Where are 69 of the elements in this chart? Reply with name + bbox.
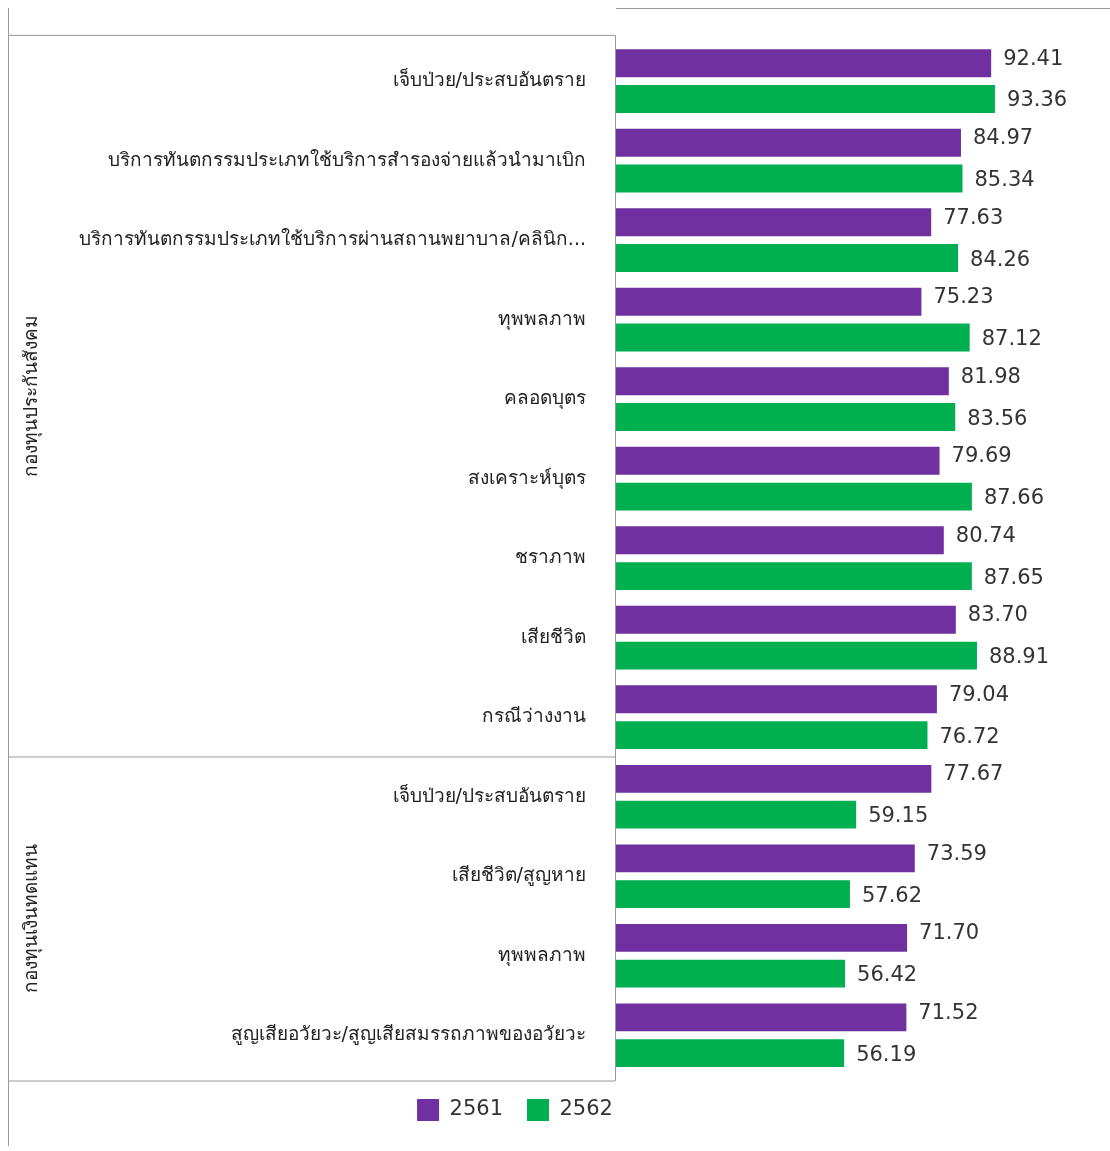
y-tick-label: ทุพพลภาพ (498, 942, 586, 967)
bar (616, 923, 908, 952)
y-tick-label: เสียชีวิต/สูญหาย (451, 863, 586, 887)
y-tick-label: บริการทันตกรรมประเภทใช้บริการผ่านสถานพยาบาล/คลินิก... (79, 227, 586, 250)
data-label: 92.41 (1003, 45, 1064, 70)
data-label: 84.26 (970, 246, 1031, 271)
bar (616, 323, 970, 352)
bar (616, 562, 972, 591)
y-tick-label: กรณีว่างงาน (482, 704, 586, 727)
legend-label: 2561 (449, 1096, 504, 1121)
y-tick-label: เจ็บป่วย/ประสบอันตราย (392, 782, 586, 806)
bar (616, 641, 977, 670)
bar (616, 128, 961, 157)
y-tick-label: ทุพพลภาพ (498, 306, 586, 331)
y-tick-label: เสียชีวิต (521, 624, 586, 647)
data-label: 76.72 (939, 723, 1000, 748)
y-tick-label: สูญเสียอวัยวะ/สูญเสียสมรรถภาพของอวัยวะ (230, 1022, 586, 1046)
bar (616, 880, 850, 909)
data-label: 75.23 (933, 284, 994, 309)
data-label: 56.19 (856, 1041, 917, 1066)
y-tick-label: คลอดบุตร (504, 386, 586, 411)
y-tick-label: ชราภาพ (515, 545, 586, 568)
bar (616, 367, 949, 396)
bar (616, 605, 956, 634)
data-label: 59.15 (868, 803, 929, 828)
bar (616, 526, 944, 555)
data-label: 79.04 (948, 681, 1010, 706)
data-label: 77.67 (943, 761, 1004, 786)
data-label: 56.42 (857, 962, 918, 987)
data-label: 77.63 (943, 204, 1004, 229)
y-tick-label: สงเคราะห์บุตร (468, 465, 586, 490)
data-label: 81.98 (960, 363, 1021, 388)
bar (616, 85, 996, 113)
legend-label: 2562 (559, 1096, 613, 1121)
bar (616, 164, 963, 193)
bar (616, 800, 857, 829)
data-label: 83.56 (967, 405, 1028, 430)
bar (616, 721, 928, 750)
y-tick-label: เจ็บป่วย/ประสบอันตราย (392, 67, 586, 91)
bar (616, 287, 922, 316)
bar (616, 1039, 845, 1068)
bar (616, 959, 846, 988)
bar (616, 446, 940, 475)
bar (616, 764, 932, 793)
data-label: 73.59 (926, 840, 987, 865)
data-label: 71.70 (919, 920, 980, 945)
y-tick-label: บริการทันตกรรมประเภทใช้บริการสำรองจ่ายแล้วนำมาเบิก (108, 147, 586, 170)
data-label: 93.36 (1007, 87, 1068, 112)
text: กองทุนเงินทดแทน (18, 844, 43, 994)
data-label: 83.70 (967, 602, 1028, 627)
bar (616, 844, 915, 873)
bar (616, 685, 937, 714)
bar (616, 482, 972, 511)
bar (616, 403, 956, 432)
data-label: 84.97 (972, 125, 1034, 150)
bar (616, 49, 992, 78)
bar (616, 1003, 907, 1032)
bar (616, 208, 932, 237)
bar (616, 244, 959, 273)
data-label: 57.62 (861, 882, 923, 907)
data-label: 87.12 (981, 326, 1042, 351)
data-label: 88.91 (988, 644, 1050, 669)
data-label: 80.74 (955, 522, 1016, 547)
text: กองทุนประกันสังคม (18, 315, 43, 478)
data-label: 79.69 (951, 443, 1012, 468)
data-label: 87.65 (983, 564, 1044, 589)
data-label: 71.52 (918, 999, 979, 1024)
data-label: 87.66 (983, 485, 1045, 510)
data-label: 85.34 (974, 167, 1035, 191)
